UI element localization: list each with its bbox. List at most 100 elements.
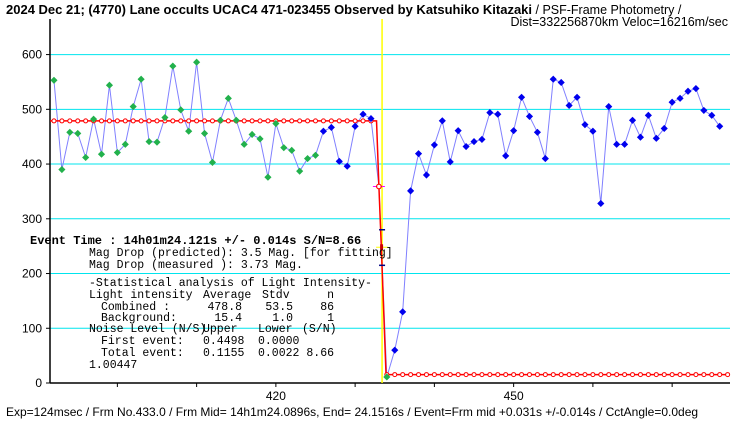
fit-marker <box>75 118 81 124</box>
fit-marker <box>503 372 509 378</box>
fit-marker <box>709 372 715 378</box>
method-text: / PSF-Frame Photometry / <box>532 3 682 17</box>
fit-marker <box>511 372 517 378</box>
fit-marker <box>209 118 215 124</box>
data-point <box>193 58 201 66</box>
data-point <box>376 183 382 190</box>
fit-marker <box>685 372 691 378</box>
fit-marker <box>637 372 643 378</box>
footer-info: Exp=124msec / Frm No.433.0 / Frm Mid= 14… <box>6 405 699 419</box>
dist-veloc-text: Dist=332256870km Veloc=16216m/sec <box>510 15 728 29</box>
background-stdv: 1.0 <box>272 312 293 325</box>
data-point <box>105 81 114 89</box>
data-point <box>676 94 684 102</box>
data-point <box>256 135 264 143</box>
data-point <box>288 146 296 154</box>
fit-marker <box>281 118 287 124</box>
data-point <box>438 117 446 125</box>
fit-marker <box>550 372 556 378</box>
combined-label: Combined : <box>101 301 171 314</box>
data-point <box>129 103 137 111</box>
data-point <box>684 87 692 95</box>
x-tick-label: 450 <box>504 389 524 403</box>
combined-stdv: 53.5 <box>265 301 293 314</box>
data-point <box>414 150 423 158</box>
data-point <box>224 94 232 102</box>
data-point <box>351 122 359 130</box>
fit-marker <box>392 372 398 378</box>
data-point <box>240 140 248 148</box>
data-point <box>161 113 169 122</box>
data-point <box>716 122 724 130</box>
data-point <box>581 121 589 129</box>
data-point <box>137 75 145 83</box>
data-point <box>660 124 668 133</box>
data-point <box>621 140 629 148</box>
fit-marker <box>614 372 620 378</box>
data-point <box>153 138 161 146</box>
data-point <box>296 167 304 175</box>
fit-marker <box>542 372 548 378</box>
x-tick-label: 420 <box>266 389 286 403</box>
col-label: Light intensity <box>89 289 193 302</box>
data-point <box>145 138 153 146</box>
data-point <box>113 148 121 157</box>
event-time-text: Event Time : 14h01m24.121s +/- 0.014s S/… <box>30 234 362 248</box>
data-point <box>454 127 462 135</box>
data-point <box>517 93 526 101</box>
fit-marker <box>622 372 628 378</box>
fit-marker <box>590 372 596 378</box>
fit-marker <box>463 372 469 378</box>
data-point <box>177 106 185 114</box>
mag-drop-predicted: Mag Drop (predicted): 3.5 Mag. [for fitt… <box>89 247 393 260</box>
data-point <box>708 111 716 119</box>
data-point <box>557 78 565 87</box>
fit-marker <box>344 118 350 124</box>
data-point <box>644 111 652 119</box>
fit-marker <box>669 372 675 378</box>
data-point <box>311 151 320 159</box>
data-point <box>486 109 494 117</box>
fit-marker <box>51 118 57 124</box>
fit-marker <box>606 372 612 378</box>
data-point <box>74 129 82 137</box>
data-point <box>208 158 217 166</box>
fit-marker <box>701 372 707 378</box>
data-point <box>343 162 351 170</box>
fit-marker <box>582 372 588 378</box>
fit-marker <box>289 118 295 124</box>
data-point <box>478 135 486 143</box>
fit-marker <box>114 118 120 124</box>
fit-marker <box>99 118 105 124</box>
y-tick-label: 300 <box>22 212 42 226</box>
data-point <box>494 110 502 118</box>
data-point <box>446 158 454 166</box>
data-point <box>422 171 431 179</box>
fit-marker <box>305 118 311 124</box>
fit-marker <box>717 372 723 378</box>
data-point <box>399 308 407 316</box>
fit-marker <box>447 372 453 378</box>
data-point <box>430 141 438 149</box>
title-text: 2024 Dec 21; (4770) Lane occults UCAC4 4… <box>6 2 533 17</box>
fit-marker <box>130 118 136 124</box>
data-point <box>280 144 288 152</box>
data-point <box>692 84 700 93</box>
fit-marker <box>320 118 326 124</box>
fit-marker <box>194 118 200 124</box>
data-point <box>66 128 74 136</box>
fit-marker <box>225 118 231 124</box>
data-point <box>50 76 58 84</box>
noise-lower: Lower <box>258 323 293 336</box>
data-point <box>272 119 280 128</box>
data-point <box>510 127 518 135</box>
fit-marker <box>202 118 208 124</box>
col-average: Average <box>203 289 252 302</box>
data-point <box>605 103 613 111</box>
data-point <box>573 93 581 101</box>
y-tick-label: 600 <box>22 48 42 62</box>
first-event-label: First event: <box>101 335 184 348</box>
data-point <box>589 127 597 135</box>
fit-marker <box>83 118 89 124</box>
fit-marker <box>423 372 429 378</box>
